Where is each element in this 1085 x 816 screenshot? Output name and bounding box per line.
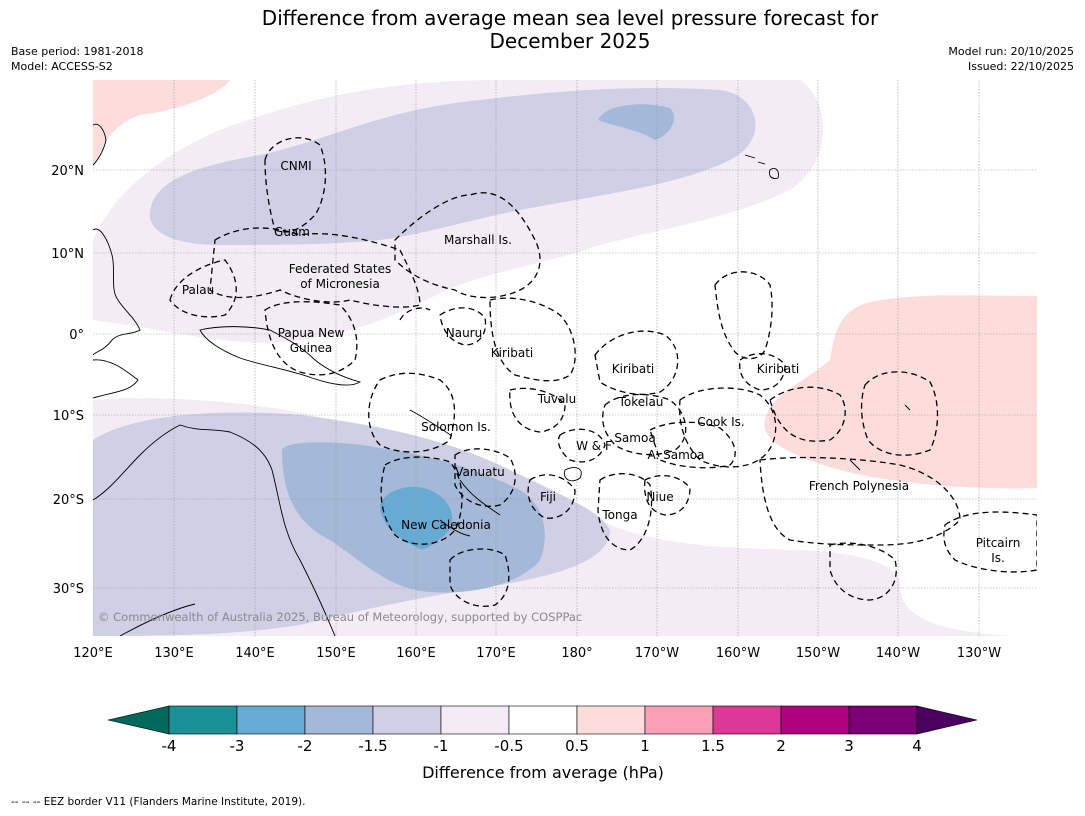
- label-fiji: Fiji: [540, 490, 556, 504]
- label-marshall: Marshall Is.: [444, 233, 512, 247]
- eez-legend-note: -- -- -- EEZ border V11 (Flanders Marine…: [11, 796, 306, 808]
- label-french-polynesia: French Polynesia: [809, 479, 909, 493]
- label-kiribati-east: Kiribati: [757, 362, 799, 376]
- colorbar-tick: -1: [434, 737, 449, 755]
- lon-label: 180°: [561, 646, 592, 661]
- contour-steel-north: [598, 104, 675, 140]
- colorbar-swatch: [508, 705, 578, 735]
- label-wallis-futuna: W & F: [576, 439, 612, 453]
- colorbar-swatch: [780, 705, 850, 735]
- label-palau: Palau: [182, 283, 214, 297]
- colorbar-swatch: [644, 705, 714, 735]
- label-solomon: Solomon Is.: [421, 420, 491, 434]
- colorbar-tick: -3: [230, 737, 245, 755]
- colorbar-tick: 2: [776, 737, 786, 755]
- contour-blue-north: [150, 88, 756, 245]
- colorbar-tick: 3: [844, 737, 854, 755]
- lat-label: 10°S: [53, 409, 84, 424]
- colorbar-tick: 1: [640, 737, 650, 755]
- colorbar-tick: 1.5: [701, 737, 725, 755]
- longitude-labels: 120°E 130°E 140°E 150°E 160°E 170°E 180° 170°W 1…: [73, 646, 1001, 661]
- lat-label: 0°: [69, 328, 84, 343]
- label-fsm-line-1: Federated States: [289, 262, 391, 276]
- label-nauru: Nauru: [446, 326, 482, 340]
- title-line-1: Difference from average mean sea level p…: [261, 6, 879, 30]
- lat-label: 30°S: [53, 582, 84, 597]
- contour-pink-east: [764, 295, 1037, 489]
- map-title: Difference from average mean sea level p…: [0, 7, 1085, 53]
- colorbar-label: Difference from average (hPa): [422, 763, 664, 782]
- label-kiribati-west: Kiribati: [491, 346, 533, 360]
- label-american-samoa: A. Samoa: [648, 448, 705, 462]
- label-niue: Niue: [646, 490, 673, 504]
- label-vanuatu: Vanuatu: [455, 465, 505, 479]
- issued-date: Issued: 22/10/2025: [967, 60, 1074, 73]
- label-pitcairn-line-2: Is.: [991, 551, 1005, 565]
- colorbar-swatch: [712, 705, 782, 735]
- lat-label: 10°N: [51, 247, 84, 262]
- colorbar-swatch: [848, 705, 918, 735]
- label-pitcairn-line-1: Pitcairn: [976, 536, 1021, 550]
- latitude-labels: 20°N 10°N 0° 10°S 20°S 30°S: [51, 164, 84, 597]
- colorbar: -4 -3 -2 -1.5 -1 -0.5 0.5 1 1.5 2 3 4: [107, 705, 978, 755]
- map-area: CNMI Guam Marshall Is. Federated States …: [93, 80, 1037, 636]
- base-period: Base period: 1981-2018: [11, 45, 144, 58]
- label-kiribati-central: Kiribati: [612, 362, 654, 376]
- colorbar-swatch: [304, 705, 374, 735]
- label-samoa: Samoa: [614, 431, 655, 445]
- lon-label: 130°W: [957, 646, 1001, 661]
- colorbar-tick: -0.5: [494, 737, 523, 755]
- label-cook-islands: Cook Is.: [697, 415, 744, 429]
- contour-pink-nw: [93, 80, 230, 170]
- lon-label: 140°W: [876, 646, 920, 661]
- copyright-notice: © Commonwealth of Australia 2025, Bureau…: [98, 610, 582, 624]
- colorbar-swatch: [236, 705, 306, 735]
- colorbar-swatch: [372, 705, 442, 735]
- lon-label: 120°E: [73, 646, 113, 661]
- label-tokelau: Tokelau: [618, 395, 664, 409]
- lon-label: 130°E: [154, 646, 194, 661]
- colorbar-tick: 4: [912, 737, 922, 755]
- colorbar-under-arrow: [107, 705, 170, 735]
- colorbar-over-arrow: [916, 705, 978, 735]
- colorbar-swatch: [576, 705, 646, 735]
- lon-label: 160°E: [396, 646, 436, 661]
- colorbar-swatch: [168, 705, 238, 735]
- label-fsm-line-2: of Micronesia: [300, 277, 380, 291]
- label-cnmi: CNMI: [280, 159, 311, 173]
- model-name: Model: ACCESS-S2: [11, 60, 113, 73]
- coastlines: [93, 123, 911, 636]
- meta-right: Model run: 20/10/2025 Issued: 22/10/2025: [948, 44, 1074, 74]
- label-tuvalu: Tuvalu: [537, 392, 577, 406]
- eez-borders: [169, 137, 1037, 607]
- lat-label: 20°S: [53, 493, 84, 508]
- label-guam: Guam: [274, 225, 310, 239]
- model-run: Model run: 20/10/2025: [948, 45, 1074, 58]
- colorbar-tick: 0.5: [565, 737, 589, 755]
- map-figure: CNMI Guam Marshall Is. Federated States …: [51, 80, 1037, 782]
- lon-label: 170°W: [635, 646, 679, 661]
- label-tonga: Tonga: [601, 508, 637, 522]
- lon-label: 150°W: [796, 646, 840, 661]
- meta-left: Base period: 1981-2018 Model: ACCESS-S2: [11, 44, 143, 74]
- graticule: [93, 80, 1037, 636]
- colorbar-tick: -2: [298, 737, 313, 755]
- colorbar-tick: -4: [162, 737, 177, 755]
- lat-label: 20°N: [51, 164, 84, 179]
- lon-label: 170°E: [476, 646, 516, 661]
- label-png-line-2: Guinea: [290, 341, 333, 355]
- contour-core-south: [380, 486, 453, 550]
- colorbar-tick: -1.5: [358, 737, 387, 755]
- lon-label: 150°E: [316, 646, 356, 661]
- lon-label: 140°E: [235, 646, 275, 661]
- label-png-line-1: Papua New: [278, 326, 345, 340]
- lon-label: 160°W: [716, 646, 760, 661]
- title-line-2: December 2025: [489, 29, 651, 53]
- label-new-caledonia: New Caledonia: [401, 518, 491, 532]
- colorbar-swatch: [440, 705, 510, 735]
